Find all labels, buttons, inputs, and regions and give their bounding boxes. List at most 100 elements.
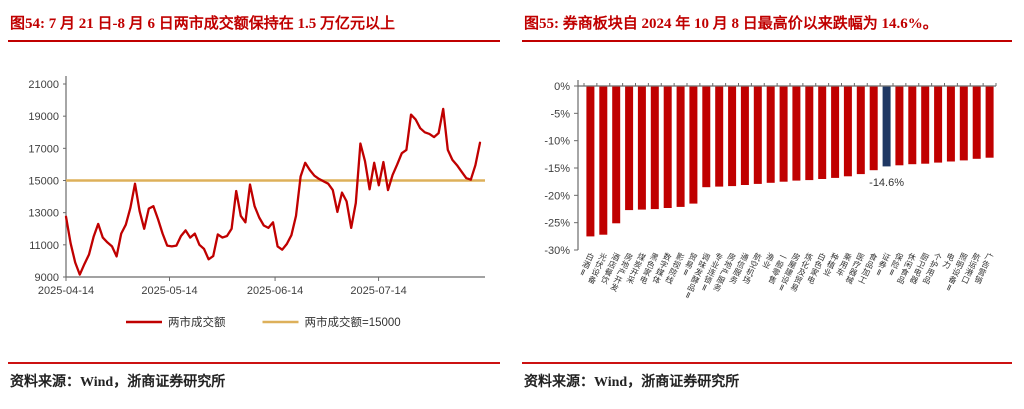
y-tick-label: 17000 xyxy=(28,143,59,155)
svg-text:贸易Ⅱ: 贸易Ⅱ xyxy=(680,251,699,279)
category-label: 酒店餐饮 xyxy=(599,252,621,286)
industry-bar xyxy=(702,86,711,188)
industry-bar xyxy=(740,86,749,185)
category-label: 广告营销 xyxy=(973,251,995,286)
industry-bar xyxy=(869,86,878,171)
industry-bar xyxy=(895,86,904,166)
category-label: 休闲食品 xyxy=(895,251,917,286)
svg-text:航空机场: 航空机场 xyxy=(741,251,763,286)
svg-text:照明设备Ⅱ: 照明设备Ⅱ xyxy=(943,252,968,294)
figure-55-source: 资料来源：Wind，浙商证券研究所 xyxy=(524,375,740,390)
y-tick-label: 11000 xyxy=(29,240,59,252)
svg-text:电力: 电力 xyxy=(941,251,956,271)
svg-text:乘用车: 乘用车 xyxy=(835,251,854,279)
securities-bar-highlight xyxy=(882,86,891,167)
category-label: 白色家电 xyxy=(805,251,827,286)
legend-label: 两市成交额=15000 xyxy=(305,315,401,329)
category-label: 白酒Ⅱ xyxy=(577,251,596,279)
category-label: 证券Ⅱ xyxy=(873,252,891,279)
industry-bar xyxy=(985,86,994,158)
industry-bar xyxy=(753,86,762,184)
industry-bar xyxy=(663,86,672,208)
category-label: 医疗器械 xyxy=(844,252,866,286)
category-label: 房地产服务 xyxy=(712,251,738,294)
industry-bar xyxy=(676,86,685,207)
y-tick-label: -15% xyxy=(544,163,570,175)
svg-text:一般零售: 一般零售 xyxy=(767,252,789,286)
figure-54-panel: 图54: 7 月 21 日-8 月 6 日两市成交额保持在 1.5 万亿元以上 … xyxy=(8,16,500,390)
category-label: 渔业 xyxy=(761,251,776,271)
industry-bar xyxy=(972,86,981,159)
x-tick-label: 2025-05-14 xyxy=(141,285,197,297)
category-label: 电力 xyxy=(941,251,956,271)
sector-decline-bar-chart: 0% -5% -10% -15% -20% -25% -30% 白酒Ⅱ光伏设备酒店餐饮房地产开… xyxy=(544,80,997,302)
industry-bar xyxy=(779,86,788,182)
svg-text:白色家电: 白色家电 xyxy=(805,251,827,286)
figure-55-title-rule xyxy=(522,40,1012,42)
industry-bar xyxy=(805,86,814,181)
industry-bar xyxy=(625,86,634,211)
industry-bar xyxy=(599,86,608,235)
svg-text:专业连锁Ⅱ: 专业连锁Ⅱ xyxy=(699,251,725,294)
industry-bar xyxy=(612,86,621,224)
category-label: 炼化及贸易 xyxy=(789,251,815,294)
svg-text:炼化及贸易: 炼化及贸易 xyxy=(789,251,815,294)
svg-text:食品加工: 食品加工 xyxy=(857,251,879,286)
svg-text:证券Ⅱ: 证券Ⅱ xyxy=(873,252,891,279)
svg-text:数字媒体: 数字媒体 xyxy=(651,251,673,286)
category-label: 个护用品 xyxy=(921,252,943,286)
industry-bar xyxy=(586,86,595,237)
y-tick-label: -20% xyxy=(544,190,570,202)
industry-bar xyxy=(934,86,943,163)
industry-bar xyxy=(959,86,968,161)
y-tick-label: 15000 xyxy=(28,176,59,188)
figure-54-source: 资料来源：Wind，浙商证券研究所 xyxy=(10,375,226,390)
svg-text:广告营销: 广告营销 xyxy=(973,251,995,286)
y-tick-label: 9000 xyxy=(35,272,59,284)
industry-bar xyxy=(728,86,737,187)
svg-text:厨卫电器: 厨卫电器 xyxy=(908,252,930,286)
turnover-chart-area: 21000 19000 17000 15000 13000 11000 9000 2025-0… xyxy=(8,42,500,362)
turnover-line-chart: 21000190001700015000130001100090002025-0… xyxy=(28,76,485,329)
figure-55-source-rule xyxy=(522,362,1012,364)
figure-54-title-rule xyxy=(8,40,500,42)
industry-bar xyxy=(946,86,955,162)
industry-bar xyxy=(908,86,917,165)
category-label: 航空机场 xyxy=(741,251,763,286)
category-label: 乘用车 xyxy=(835,251,854,279)
figure-54-source-rule xyxy=(8,362,500,364)
svg-text:房屋建设Ⅱ: 房屋建设Ⅱ xyxy=(776,251,802,294)
y-tick-label: 21000 xyxy=(28,79,59,91)
category-label: 专业连锁Ⅱ xyxy=(699,251,725,294)
category-label: 光伏设备 xyxy=(586,251,608,286)
industry-bar xyxy=(689,86,698,204)
x-tick-label: 2025-04-14 xyxy=(38,285,94,297)
category-label: 保险Ⅱ xyxy=(886,251,905,279)
category-label: 房屋建设Ⅱ xyxy=(776,251,802,294)
category-label: 调味发酵品Ⅱ xyxy=(682,252,711,302)
svg-text:保险Ⅱ: 保险Ⅱ xyxy=(886,251,905,279)
svg-text:个护用品: 个护用品 xyxy=(921,252,943,286)
svg-text:房地产开发: 房地产开发 xyxy=(609,251,635,294)
svg-text:煤炭开采: 煤炭开采 xyxy=(625,251,647,286)
category-label: 一般零售 xyxy=(767,252,789,286)
svg-text:影视院线: 影视院线 xyxy=(664,251,686,286)
svg-text:种植业: 种植业 xyxy=(822,251,841,279)
industry-bar xyxy=(766,86,775,183)
industry-bar xyxy=(921,86,930,164)
y-tick-label: 19000 xyxy=(28,111,59,123)
industry-bar xyxy=(843,86,852,177)
category-label: 贸易Ⅱ xyxy=(680,251,699,279)
svg-text:白酒Ⅱ: 白酒Ⅱ xyxy=(577,251,596,279)
industry-bar xyxy=(715,86,724,187)
figure-55-panel: 图55: 券商板块自 2024 年 10 月 8 日最高价以来跌幅为 14.6%… xyxy=(512,0,1024,409)
axis-frame xyxy=(65,76,485,278)
x-tick-label: 2025-06-14 xyxy=(247,285,303,297)
category-label: 房地产开发 xyxy=(609,251,635,294)
sector-decline-chart-area: 0% -5% -10% -15% -20% -25% -30% 白酒Ⅱ 光伏设备 酒店餐饮 房地产开… xyxy=(522,42,1012,362)
y-tick-label: -25% xyxy=(544,218,570,230)
category-label: 航运港口 xyxy=(960,251,982,286)
svg-text:调味发酵品Ⅱ: 调味发酵品Ⅱ xyxy=(682,252,711,302)
y-tick-label: -5% xyxy=(550,108,570,120)
